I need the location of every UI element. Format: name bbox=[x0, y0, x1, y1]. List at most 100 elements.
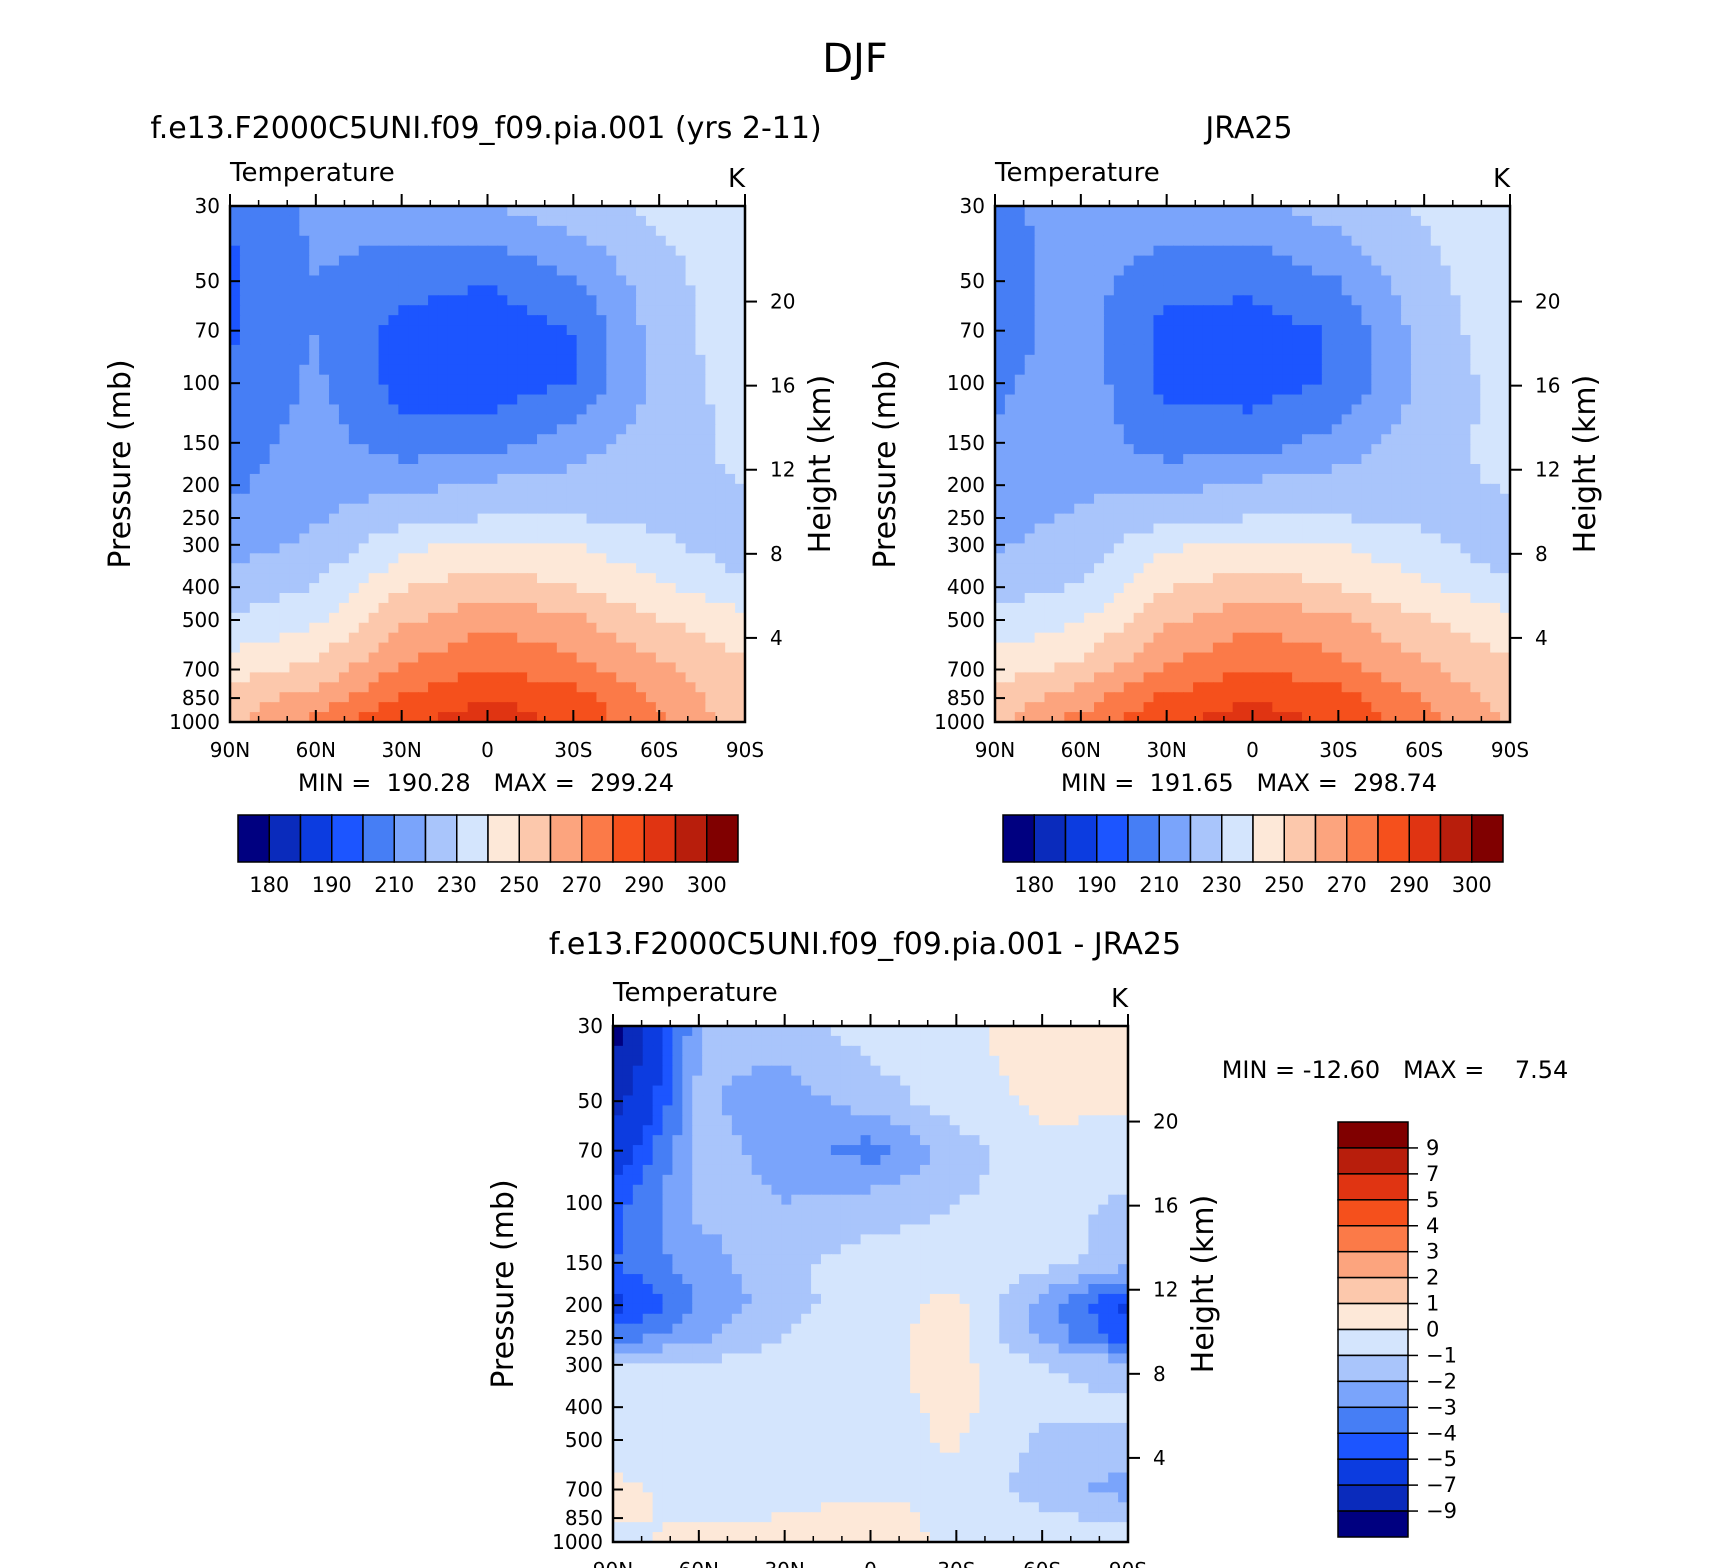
contour-cell bbox=[626, 642, 637, 654]
contour-cell bbox=[368, 692, 380, 703]
contour-cell bbox=[1084, 533, 1095, 545]
contour-cell bbox=[1024, 444, 1036, 455]
contour-cell bbox=[1420, 225, 1432, 237]
contour-cell bbox=[457, 424, 469, 436]
contour-cell bbox=[665, 692, 677, 703]
contour-cell bbox=[1361, 285, 1373, 297]
contour-cell bbox=[1361, 384, 1373, 396]
contour-cell bbox=[457, 483, 469, 495]
contour-cell bbox=[1351, 344, 1363, 356]
contour-cell bbox=[735, 225, 746, 237]
contour-cell bbox=[1094, 424, 1105, 436]
contour-cell bbox=[428, 275, 439, 287]
contour-cell bbox=[725, 573, 736, 584]
contour-cell bbox=[685, 702, 697, 713]
contour-cell bbox=[457, 553, 469, 565]
contour-cell bbox=[1401, 543, 1412, 555]
contour-cell bbox=[1401, 394, 1412, 406]
contour-cell bbox=[1212, 295, 1224, 307]
x-tick-label: 60S bbox=[640, 738, 678, 762]
contour-cell bbox=[1371, 364, 1383, 376]
contour-cell bbox=[1302, 235, 1313, 247]
contour-cell bbox=[606, 583, 618, 594]
contour-cell bbox=[497, 692, 509, 703]
contour-cell bbox=[1420, 295, 1432, 307]
contour-cell bbox=[1183, 265, 1194, 277]
contour-cell bbox=[1044, 325, 1056, 336]
contour-cell bbox=[685, 364, 697, 376]
contour-cell bbox=[1183, 503, 1194, 515]
contour-cell bbox=[249, 215, 261, 227]
contour-cell bbox=[299, 206, 311, 217]
contour-cell bbox=[675, 275, 687, 287]
contour-cell bbox=[1183, 315, 1194, 326]
contour-cell bbox=[695, 206, 707, 217]
contour-cell bbox=[1311, 206, 1323, 217]
contour-cell bbox=[1500, 583, 1511, 594]
contour-cell bbox=[665, 295, 677, 307]
contour-cell bbox=[596, 364, 608, 376]
contour-cell bbox=[735, 265, 746, 277]
contour-cell bbox=[1371, 255, 1383, 267]
contour-cell bbox=[467, 563, 479, 574]
contour-cell bbox=[685, 206, 697, 217]
contour-cell bbox=[1014, 394, 1026, 406]
contour-cell bbox=[1361, 533, 1373, 545]
contour-cell bbox=[1024, 553, 1036, 565]
contour-cell bbox=[487, 622, 499, 634]
contour-cell bbox=[546, 493, 558, 505]
contour-cell bbox=[1153, 235, 1165, 247]
contour-cell bbox=[1490, 325, 1501, 336]
contour-cell bbox=[645, 553, 657, 565]
contour-cell bbox=[1292, 454, 1303, 465]
contour-cell bbox=[1371, 444, 1383, 455]
contour-cell bbox=[715, 265, 726, 277]
contour-cell bbox=[348, 652, 360, 664]
contour-cell bbox=[487, 404, 499, 416]
contour-cell bbox=[1222, 473, 1234, 485]
contour-cell bbox=[1103, 503, 1115, 515]
contour-cell bbox=[517, 454, 528, 465]
contour-cell bbox=[378, 513, 390, 525]
contour-cell bbox=[1173, 225, 1184, 237]
contour-cell bbox=[1242, 483, 1254, 495]
contour-cell bbox=[645, 464, 657, 475]
contour-cell bbox=[1341, 374, 1353, 386]
contour-cell bbox=[1282, 235, 1293, 247]
contour-cell bbox=[517, 295, 528, 307]
contour-cell bbox=[269, 404, 281, 416]
contour-cell bbox=[1004, 225, 1016, 237]
contour-cell bbox=[1024, 414, 1036, 426]
contour-cell bbox=[586, 602, 598, 614]
contour-cell bbox=[715, 593, 726, 604]
contour-cell bbox=[586, 364, 598, 376]
contour-cell bbox=[507, 483, 519, 495]
contour-cell bbox=[1420, 354, 1432, 366]
contour-cell bbox=[477, 483, 489, 495]
contour-cell bbox=[507, 473, 519, 485]
contour-cell bbox=[428, 394, 439, 406]
contour-cell bbox=[269, 712, 281, 723]
contour-cell bbox=[1430, 305, 1442, 316]
contour-cell bbox=[309, 652, 320, 664]
contour-cell bbox=[636, 295, 647, 307]
contour-cell bbox=[1361, 325, 1373, 336]
contour-cell bbox=[319, 563, 330, 574]
contour-cell bbox=[388, 424, 400, 436]
contour-cell bbox=[457, 672, 469, 684]
contour-cell bbox=[576, 622, 588, 634]
contour-cell bbox=[1292, 335, 1303, 346]
contour-cell bbox=[1014, 583, 1026, 594]
contour-cell bbox=[725, 543, 736, 555]
contour-cell bbox=[269, 225, 281, 237]
contour-cell bbox=[457, 652, 469, 664]
contour-cell bbox=[1163, 235, 1175, 247]
contour-cell bbox=[1460, 483, 1472, 495]
contour-cell bbox=[358, 245, 370, 257]
contour-cell bbox=[487, 424, 499, 436]
contour-cell bbox=[606, 712, 618, 723]
contour-cell bbox=[477, 454, 489, 465]
contour-cell bbox=[636, 473, 647, 485]
contour-cell bbox=[358, 374, 370, 386]
contour-cell bbox=[576, 344, 588, 356]
